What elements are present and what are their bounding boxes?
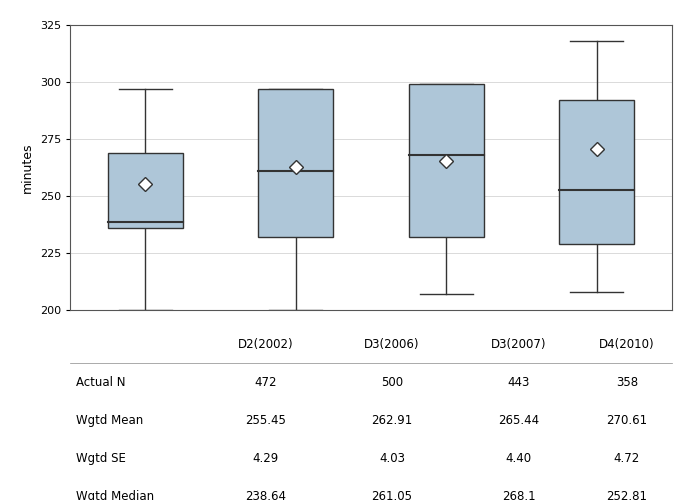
Y-axis label: minutes: minutes <box>21 142 34 192</box>
Text: 238.64: 238.64 <box>245 490 286 500</box>
Text: 4.72: 4.72 <box>614 452 640 464</box>
Text: 4.29: 4.29 <box>253 452 279 464</box>
Text: 4.40: 4.40 <box>505 452 531 464</box>
Text: 268.1: 268.1 <box>502 490 536 500</box>
Text: 265.44: 265.44 <box>498 414 539 426</box>
Text: Wgtd Mean: Wgtd Mean <box>76 414 144 426</box>
Text: D3(2006): D3(2006) <box>364 338 420 350</box>
Text: D2(2002): D2(2002) <box>238 338 293 350</box>
Text: 262.91: 262.91 <box>372 414 413 426</box>
Text: 261.05: 261.05 <box>372 490 412 500</box>
Text: 358: 358 <box>616 376 638 388</box>
Text: 500: 500 <box>381 376 403 388</box>
Text: Actual N: Actual N <box>76 376 125 388</box>
FancyBboxPatch shape <box>409 84 484 237</box>
Text: Wgtd Median: Wgtd Median <box>76 490 154 500</box>
Text: 472: 472 <box>254 376 277 388</box>
Text: Wgtd SE: Wgtd SE <box>76 452 126 464</box>
Text: 443: 443 <box>508 376 530 388</box>
FancyBboxPatch shape <box>559 100 634 244</box>
Text: D3(2007): D3(2007) <box>491 338 546 350</box>
FancyBboxPatch shape <box>258 89 333 237</box>
Text: 255.45: 255.45 <box>245 414 286 426</box>
Text: 270.61: 270.61 <box>606 414 648 426</box>
FancyBboxPatch shape <box>108 152 183 228</box>
Text: D4(2010): D4(2010) <box>599 338 654 350</box>
Text: 252.81: 252.81 <box>606 490 648 500</box>
Text: 4.03: 4.03 <box>379 452 405 464</box>
